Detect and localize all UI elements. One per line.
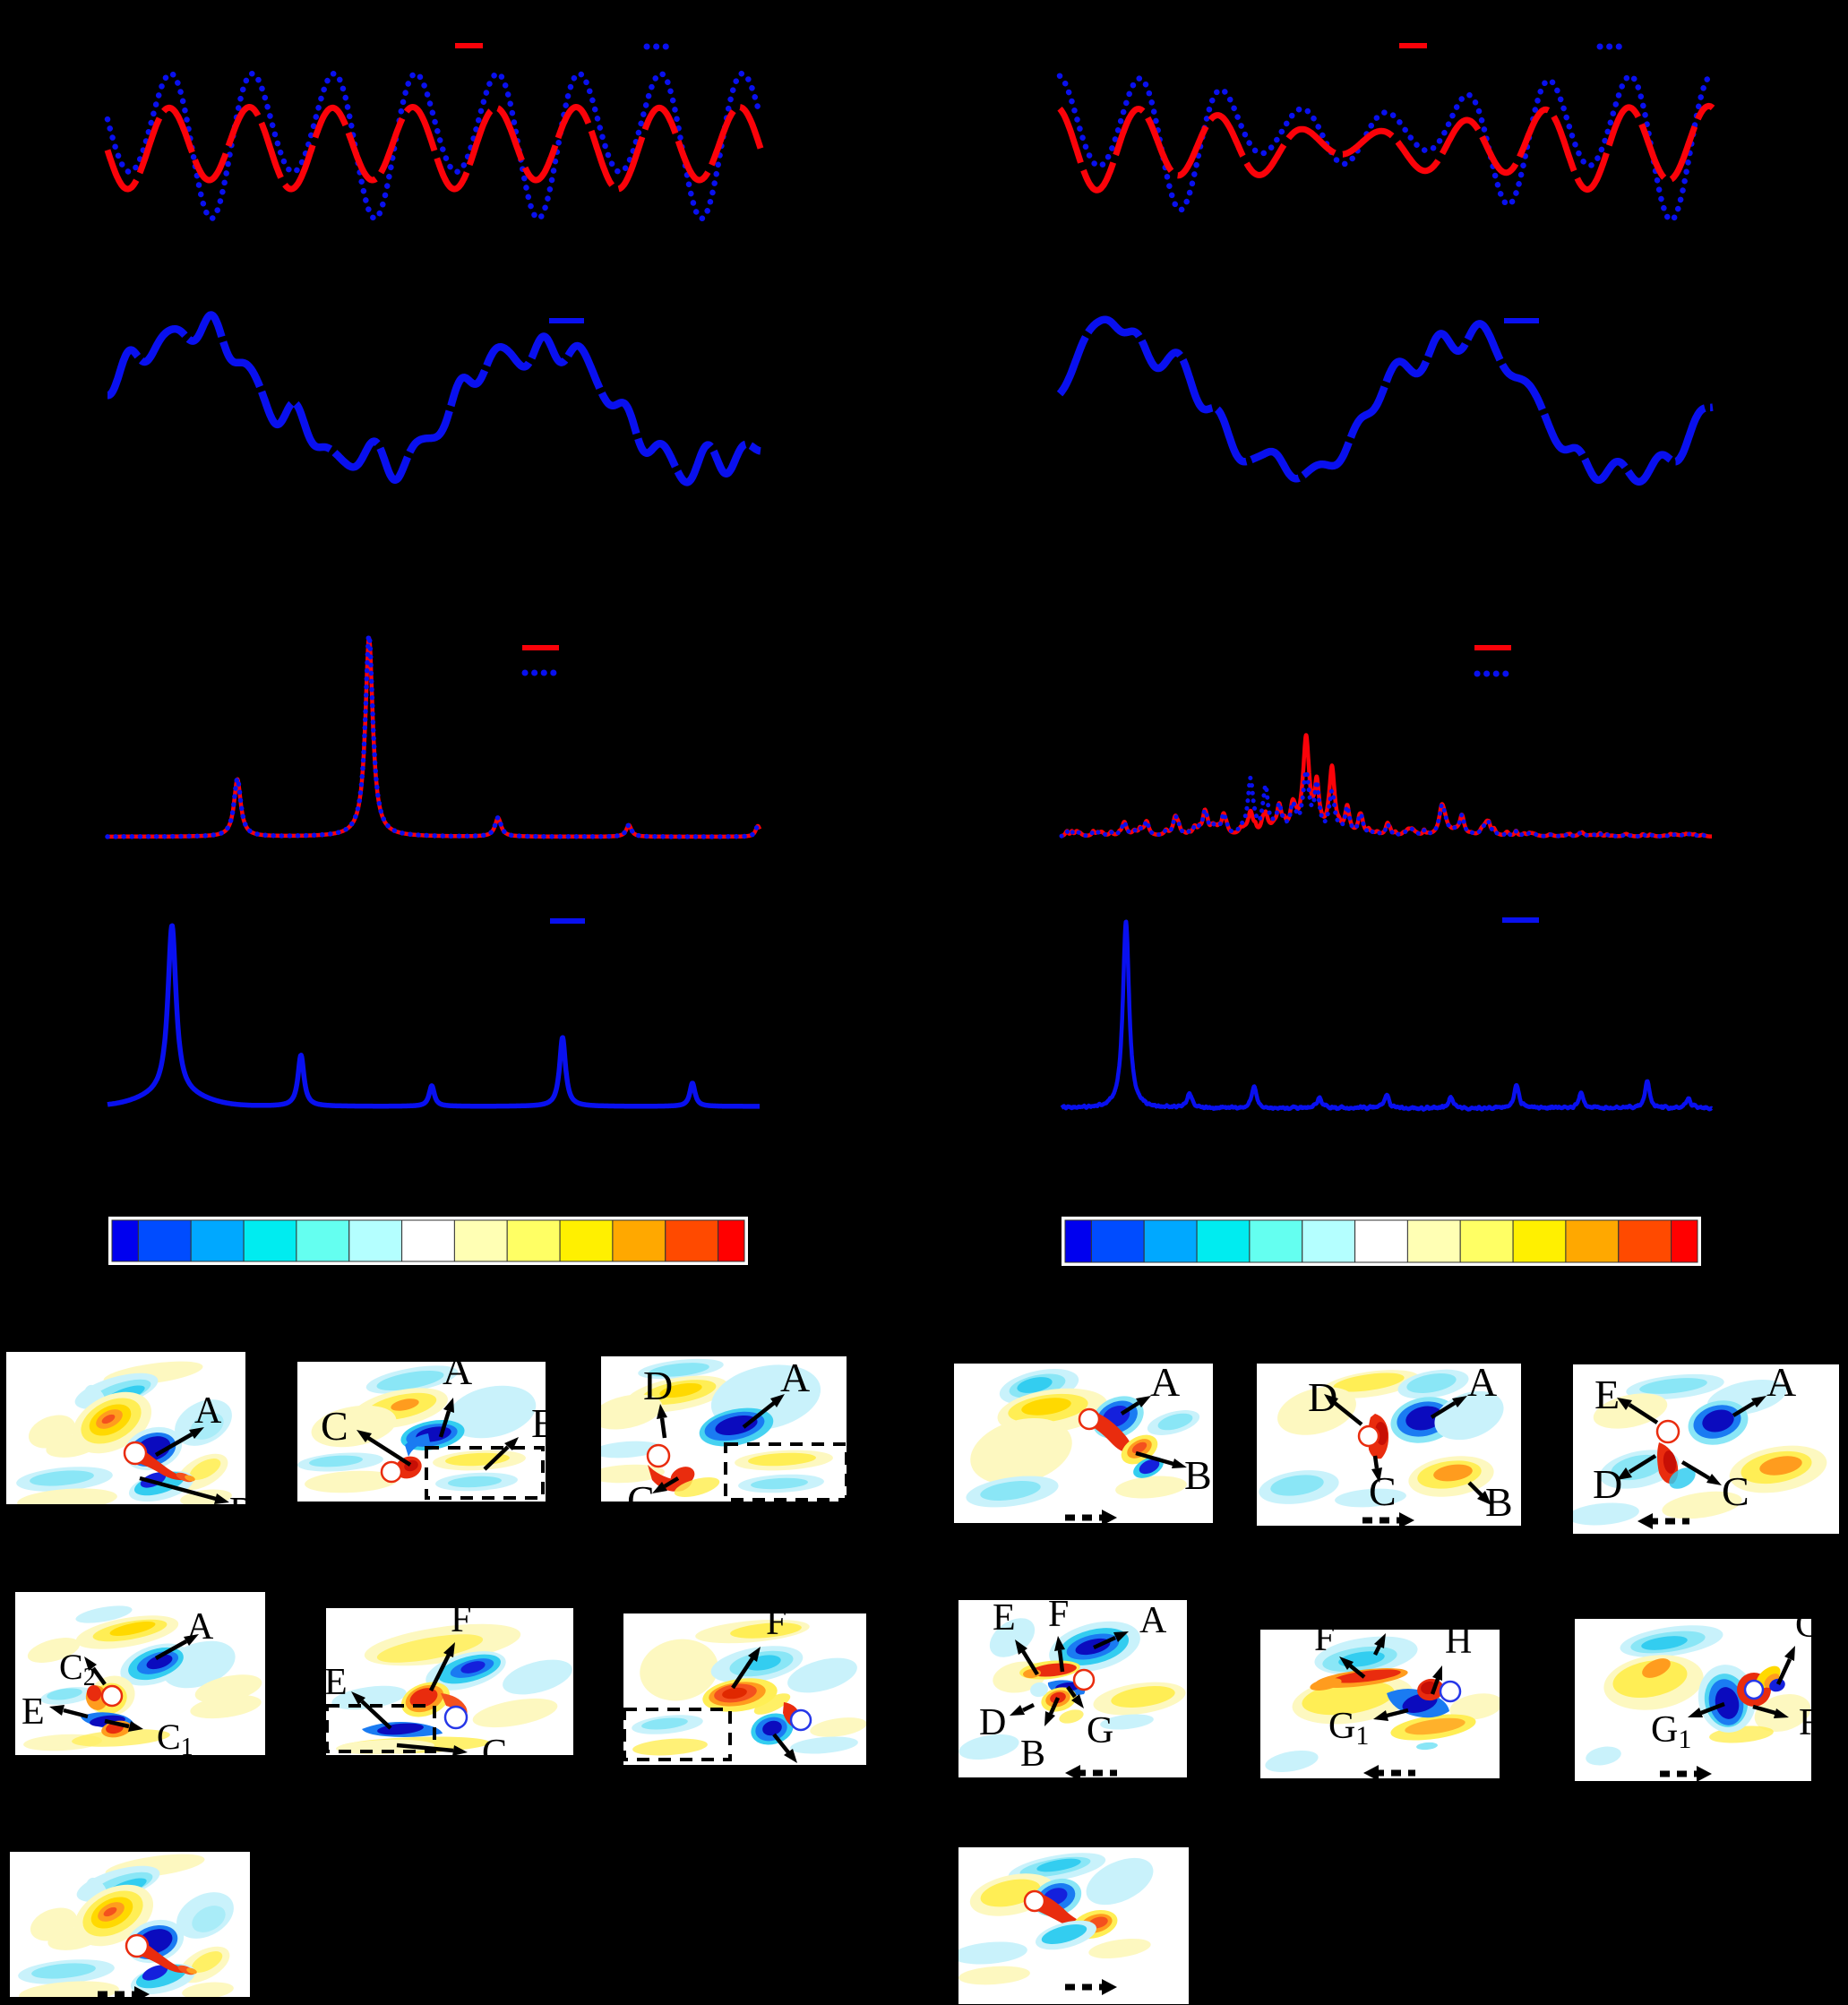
svg-text:F: F <box>1048 1594 1069 1635</box>
svg-text:C: C <box>1722 1468 1749 1514</box>
svg-text:B: B <box>229 1491 254 1532</box>
svg-text:D: D <box>643 1363 673 1408</box>
svg-text:E: E <box>324 1662 348 1703</box>
svg-text:A: A <box>1150 1359 1180 1405</box>
svg-text:E: E <box>531 1400 556 1446</box>
svg-text:A: A <box>780 1355 810 1400</box>
svg-text:G1: G1 <box>1328 1706 1369 1751</box>
svg-text:A: A <box>1139 1600 1167 1641</box>
svg-text:C: C <box>482 1733 507 1774</box>
svg-text:A: A <box>443 1347 472 1393</box>
svg-text:F: F <box>766 1602 786 1643</box>
svg-text:B: B <box>1184 1452 1212 1498</box>
svg-text:G: G <box>1795 1605 1822 1646</box>
svg-text:E: E <box>993 1597 1016 1639</box>
svg-text:C: C <box>1369 1468 1397 1514</box>
svg-text:D: D <box>979 1702 1006 1743</box>
svg-text:B: B <box>1485 1479 1513 1525</box>
svg-text:D: D <box>1593 1461 1622 1507</box>
svg-text:A: A <box>186 1606 214 1648</box>
svg-text:B: B <box>1020 1734 1045 1775</box>
svg-text:C1: C1 <box>157 1717 193 1761</box>
svg-text:A: A <box>1766 1359 1796 1405</box>
svg-text:G: G <box>1087 1710 1113 1751</box>
svg-text:A: A <box>1467 1359 1497 1405</box>
svg-text:H: H <box>1445 1621 1472 1662</box>
svg-text:C: C <box>627 1477 655 1523</box>
svg-text:F: F <box>451 1599 471 1640</box>
svg-text:C: C <box>321 1403 348 1449</box>
svg-text:E: E <box>21 1691 45 1733</box>
svg-text:A: A <box>194 1390 222 1432</box>
svg-text:F: F <box>1799 1702 1819 1743</box>
svg-text:E: E <box>1594 1372 1620 1417</box>
svg-text:F: F <box>1314 1618 1335 1659</box>
svg-text:D: D <box>1308 1374 1337 1420</box>
